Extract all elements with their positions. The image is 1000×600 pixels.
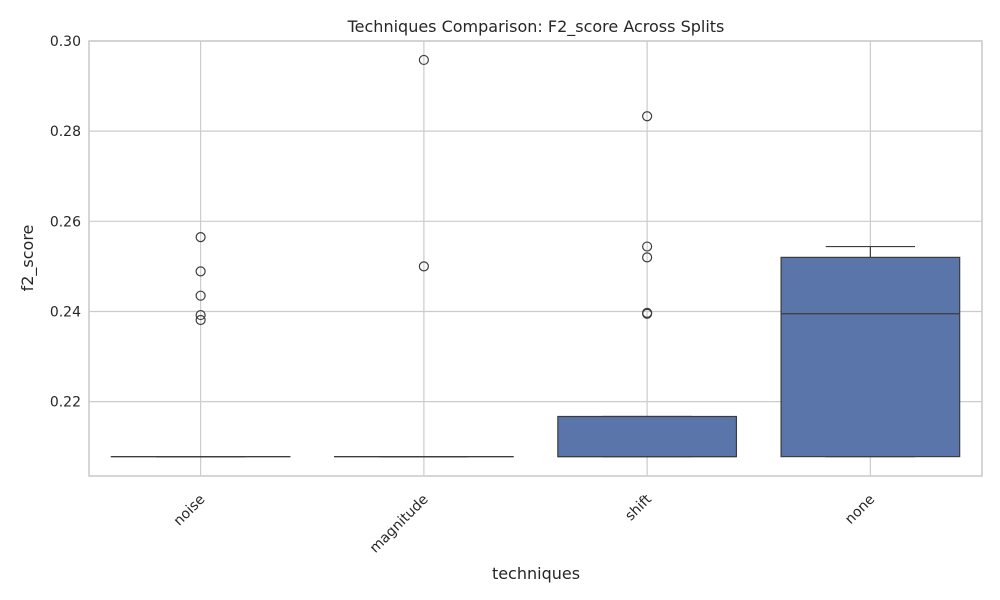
y-tick-label: 0.28 [50,124,81,140]
outlier-point [195,290,206,301]
box-none [780,256,961,458]
x-axis-title: techniques [492,564,580,583]
x-tick-labels: noise magnitude shift none [171,491,878,556]
outlier-point [418,261,429,272]
y-tick-label: 0.22 [50,395,81,411]
outlier-point [642,252,653,263]
outlier-point [642,111,653,122]
outlier-point [418,54,429,66]
outlier-point [195,266,206,277]
boxes [110,54,961,458]
y-tick-label: 0.30 [50,34,81,50]
x-tick-label: shift [622,491,655,524]
y-tick-label: 0.24 [50,304,81,320]
outlier-point [642,241,653,252]
y-axis-title: f2_score [18,225,38,292]
x-tick-label: none [842,492,878,528]
plot-frame [88,40,983,477]
chart-title: Techniques Comparison: F2_score Across S… [347,17,725,37]
box-shift [557,415,738,458]
outlier-point [195,231,206,243]
outlier-point [195,309,206,321]
outlier-point [642,308,653,319]
y-tick-label: 0.26 [50,214,81,230]
x-tick-label: magnitude [367,492,432,557]
outlier-point [195,314,206,326]
x-tick-label: noise [171,492,209,530]
y-tick-labels: 0.22 0.24 0.26 0.28 0.30 [50,34,81,411]
